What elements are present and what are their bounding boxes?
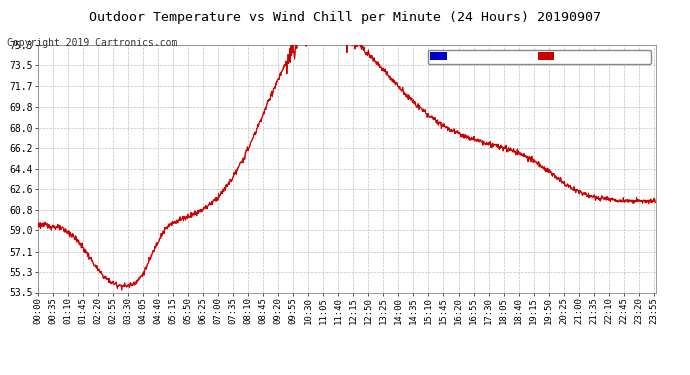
Legend: Wind Chill  (°F), Temperature  (°F): Wind Chill (°F), Temperature (°F) xyxy=(428,50,651,64)
Text: Copyright 2019 Cartronics.com: Copyright 2019 Cartronics.com xyxy=(7,38,177,48)
Text: Outdoor Temperature vs Wind Chill per Minute (24 Hours) 20190907: Outdoor Temperature vs Wind Chill per Mi… xyxy=(89,11,601,24)
